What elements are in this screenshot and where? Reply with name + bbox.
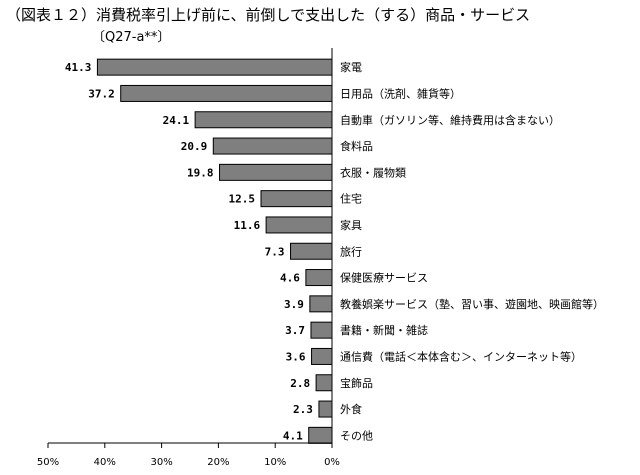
bar-value-label: 3.6 <box>286 350 306 363</box>
x-tick-label: 20% <box>207 457 229 468</box>
bar-value-label: 2.3 <box>293 403 313 416</box>
x-tick-label: 0% <box>324 457 340 468</box>
bar-value-label: 12.5 <box>229 193 256 206</box>
category-label: 衣服・履物類 <box>340 165 406 179</box>
category-label: 住宅 <box>340 192 362 206</box>
chart-title: （図表１２）消費税率引上げ前に、前倒しで支出した（する）商品・サービス <box>6 6 531 24</box>
bar <box>305 269 333 287</box>
bar <box>212 137 333 155</box>
category-label: 日用品（洗剤、雑貨等） <box>340 86 461 100</box>
category-label: 通信費（電話＜本体含む＞、インターネット等） <box>340 349 582 363</box>
chart-subtitle: 〔Q27-a**〕 <box>92 30 171 45</box>
category-label: 書籍・新聞・雑誌 <box>340 323 428 337</box>
category-label: 外食 <box>340 402 362 416</box>
x-tick-label: 50% <box>37 457 59 468</box>
bar <box>309 295 333 313</box>
bar <box>290 242 333 260</box>
x-tick-label: 30% <box>150 457 172 468</box>
bar <box>194 111 333 129</box>
category-label: 教養娯楽サービス（塾、習い事、遊園地、映画館等） <box>340 297 604 311</box>
bar-value-label: 41.3 <box>65 61 92 74</box>
category-label: 旅行 <box>340 244 362 258</box>
bar <box>310 321 333 339</box>
x-tick-label: 40% <box>94 457 116 468</box>
bar-value-label: 19.8 <box>187 166 214 179</box>
category-label: 家具 <box>340 218 362 232</box>
bar <box>308 426 333 444</box>
bar <box>315 374 333 392</box>
category-label: 家電 <box>340 60 362 74</box>
bar <box>311 347 333 365</box>
bar <box>219 163 333 181</box>
bar-value-label: 20.9 <box>181 140 208 153</box>
bar-value-label: 3.9 <box>284 298 304 311</box>
bar-value-label: 37.2 <box>88 87 115 100</box>
bar <box>265 216 333 234</box>
bar-value-label: 11.6 <box>234 219 261 232</box>
bar <box>96 58 333 76</box>
bar-value-label: 3.7 <box>285 324 305 337</box>
bar-value-label: 2.8 <box>290 377 310 390</box>
category-label: 保健医療サービス <box>340 271 428 285</box>
category-label: 食料品 <box>340 139 373 153</box>
bar-value-label: 4.1 <box>283 429 303 442</box>
bar <box>260 190 333 208</box>
x-tick-label: 10% <box>264 457 286 468</box>
bar-value-label: 4.6 <box>280 272 300 285</box>
category-label: 自動車（ガソリン等、維持費用は含まない） <box>340 113 560 127</box>
category-label: 宝飾品 <box>340 376 373 390</box>
bar-value-label: 7.3 <box>265 245 285 258</box>
bar <box>318 400 333 418</box>
category-label: その他 <box>340 429 373 442</box>
bar <box>120 84 333 102</box>
bar-value-label: 24.1 <box>163 114 190 127</box>
